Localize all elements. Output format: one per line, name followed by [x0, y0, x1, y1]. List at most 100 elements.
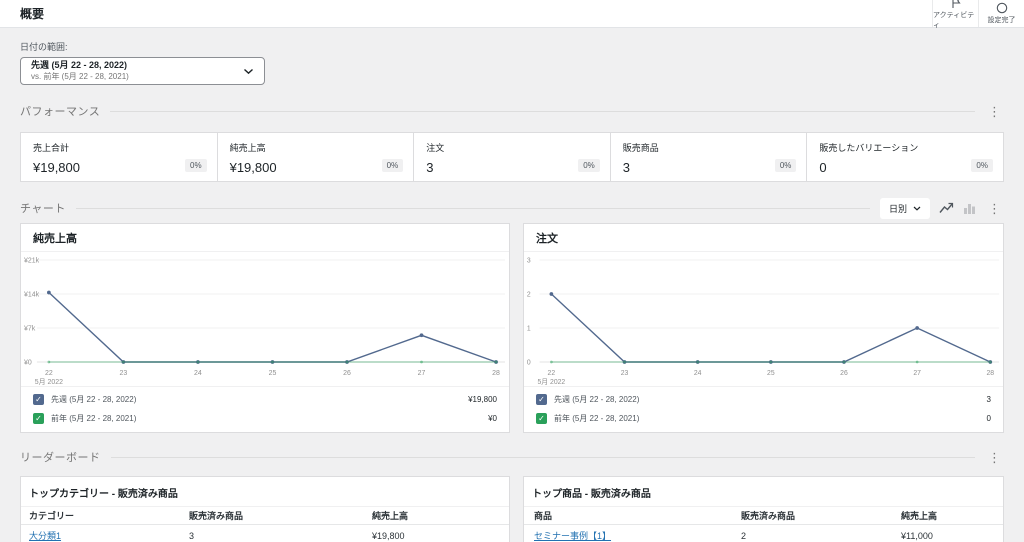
charts-section-header: チャート 日別 ⋮	[20, 197, 1004, 219]
stat-delta-badge: 0%	[971, 159, 993, 172]
page-title: 概要	[20, 7, 45, 21]
top-bar: 概要 アクティビティ 設定完了	[0, 0, 1024, 29]
chart-title: 注文	[524, 224, 1003, 252]
chart-title: 純売上高	[21, 224, 509, 252]
divider-line	[110, 456, 975, 458]
leaderboards-row: トップカテゴリー - 販売済み商品 カテゴリー 販売済み商品 純売上高 大分類1…	[20, 476, 1004, 542]
checkbox-checked-icon[interactable]: ✓	[33, 413, 44, 424]
legend-value: ¥19,800	[468, 395, 497, 404]
date-range-select[interactable]: 先週 (5月 22 - 28, 2022) vs. 前年 (5月 22 - 28…	[20, 57, 265, 85]
leaderboards-more-menu-button[interactable]: ⋮	[988, 449, 1001, 465]
column-header: 販売済み商品	[741, 511, 796, 521]
performance-section-header: パフォーマンス ⋮	[20, 101, 1004, 121]
chevron-down-icon	[913, 206, 921, 211]
svg-text:5月 2022: 5月 2022	[35, 378, 63, 386]
stat-label: 売上合計	[33, 143, 70, 153]
stat-delta-badge: 0%	[185, 159, 207, 172]
svg-text:3: 3	[527, 257, 531, 264]
activity-button[interactable]: アクティビティ	[932, 0, 978, 29]
legend-row-previous-period[interactable]: ✓ 前年 (5月 22 - 28, 2021) ¥0	[21, 409, 509, 428]
finish-setup-label: 設定完了	[987, 17, 1016, 24]
top-categories-table: カテゴリー 販売済み商品 純売上高 大分類1 3 ¥19,800	[21, 506, 509, 542]
leaderboards-title: リーダーボード	[20, 452, 101, 464]
legend-value: 0	[986, 414, 991, 423]
chart-legend: ✓ 先週 (5月 22 - 28, 2022) 3 ✓ 前年 (5月 22 - …	[524, 386, 1003, 432]
stat-card-net-sales[interactable]: 純売上高 ¥19,800 0%	[216, 132, 415, 182]
legend-label: 先週 (5月 22 - 28, 2022)	[51, 395, 137, 404]
stat-value: 3	[622, 160, 631, 175]
charts-row: 純売上高 ¥21k ¥14k ¥7k ¥0 22 5月 2022 23 24 25 26 27 28 …	[20, 223, 1004, 433]
stat-value: ¥19,800	[33, 160, 80, 175]
svg-text:27: 27	[418, 370, 426, 377]
leaderboards-section-header: リーダーボード ⋮	[20, 447, 1004, 467]
chart-legend: ✓ 先週 (5月 22 - 28, 2022) ¥19,800 ✓ 前年 (5月…	[21, 386, 509, 432]
svg-text:¥14k: ¥14k	[24, 291, 40, 298]
date-range-label: 日付の範囲:	[20, 42, 68, 52]
net-sales-cell: ¥11,000	[901, 530, 933, 541]
top-categories-card: トップカテゴリー - 販売済み商品 カテゴリー 販売済み商品 純売上高 大分類1…	[20, 476, 510, 542]
items-sold-cell: 2	[741, 530, 747, 541]
svg-text:¥21k: ¥21k	[24, 257, 40, 264]
stat-card-total-sales[interactable]: 売上合計 ¥19,800 0%	[20, 132, 218, 182]
charts-more-menu-button[interactable]: ⋮	[988, 200, 1001, 216]
chart-controls: 日別 ⋮	[879, 197, 1004, 219]
column-header: 純売上高	[901, 511, 938, 521]
svg-text:23: 23	[621, 370, 629, 377]
activity-label: アクティビティ	[933, 12, 975, 29]
svg-text:26: 26	[840, 370, 848, 377]
product-link[interactable]: セミナー事例【1】	[534, 531, 612, 541]
performance-cards: 売上合計 ¥19,800 0% 純売上高 ¥19,800 0% 注文 3 0% …	[20, 132, 1004, 182]
checkbox-checked-icon[interactable]: ✓	[536, 413, 547, 424]
svg-text:25: 25	[269, 370, 277, 377]
legend-row-current-period[interactable]: ✓ 先週 (5月 22 - 28, 2022) ¥19,800	[21, 390, 509, 409]
flag-icon	[950, 0, 962, 9]
performance-title: パフォーマンス	[20, 106, 101, 118]
table-row: 大分類1 3 ¥19,800	[21, 525, 509, 542]
legend-row-current-period[interactable]: ✓ 先週 (5月 22 - 28, 2022) 3	[524, 390, 1003, 409]
top-bar-actions: アクティビティ 設定完了	[932, 0, 1024, 29]
main-content: 日付の範囲: 先週 (5月 22 - 28, 2022) vs. 前年 (5月 …	[0, 40, 1024, 542]
stat-delta-badge: 0%	[578, 159, 600, 172]
line-chart-toggle[interactable]	[939, 202, 954, 214]
category-link[interactable]: 大分類1	[29, 531, 62, 541]
orders-chart-card: 注文 3 2 1 0 22 5月 2022 23 24 25 26 27 28 ✓ 先週 (5月 22…	[523, 223, 1004, 433]
table-header-row: 商品 販売済み商品 純売上高	[524, 506, 1003, 525]
top-products-table: 商品 販売済み商品 純売上高 セミナー事例【1】 2 ¥11,000 セミナー事…	[524, 506, 1003, 542]
legend-row-previous-period[interactable]: ✓ 前年 (5月 22 - 28, 2021) 0	[524, 409, 1003, 428]
column-header: 商品	[534, 511, 553, 521]
svg-text:¥7k: ¥7k	[24, 325, 36, 332]
stat-delta-badge: 0%	[381, 159, 404, 172]
bar-chart-toggle[interactable]	[963, 202, 976, 214]
table-row: セミナー事例【1】 2 ¥11,000	[524, 525, 1003, 542]
top-products-card: トップ商品 - 販売済み商品 商品 販売済み商品 純売上高 セミナー事例【1】 …	[523, 476, 1004, 542]
svg-text:24: 24	[694, 370, 702, 377]
stat-card-products-sold[interactable]: 販売商品 3 0%	[609, 132, 808, 182]
checkbox-checked-icon[interactable]: ✓	[536, 394, 547, 405]
svg-text:28: 28	[986, 370, 994, 377]
svg-text:23: 23	[120, 370, 128, 377]
svg-text:¥0: ¥0	[24, 359, 32, 366]
svg-text:24: 24	[194, 370, 202, 377]
performance-more-menu-button[interactable]: ⋮	[988, 103, 1001, 119]
stat-card-variations-sold[interactable]: 販売したバリエーション 0 0%	[806, 132, 1004, 182]
stat-value: 0	[819, 160, 827, 175]
finish-setup-button[interactable]: 設定完了	[978, 0, 1024, 27]
column-header: 純売上高	[372, 511, 409, 521]
svg-text:0: 0	[527, 359, 531, 366]
svg-text:22: 22	[548, 370, 556, 377]
legend-label: 前年 (5月 22 - 28, 2021)	[51, 414, 137, 423]
stat-card-orders[interactable]: 注文 3 0%	[413, 132, 611, 182]
checkbox-checked-icon[interactable]: ✓	[33, 394, 44, 405]
interval-select[interactable]: 日別	[879, 197, 930, 219]
stat-label: 販売したバリエーション	[819, 143, 919, 153]
stat-label: 純売上高	[229, 143, 266, 153]
stat-value: ¥19,800	[229, 160, 277, 175]
svg-text:25: 25	[767, 370, 775, 377]
date-range-primary: 先週 (5月 22 - 28, 2022)	[31, 60, 128, 71]
stat-value: 3	[426, 160, 434, 175]
legend-value: 3	[986, 395, 991, 404]
table-header-row: カテゴリー 販売済み商品 純売上高	[21, 506, 509, 525]
stat-label: 販売商品	[622, 143, 659, 153]
